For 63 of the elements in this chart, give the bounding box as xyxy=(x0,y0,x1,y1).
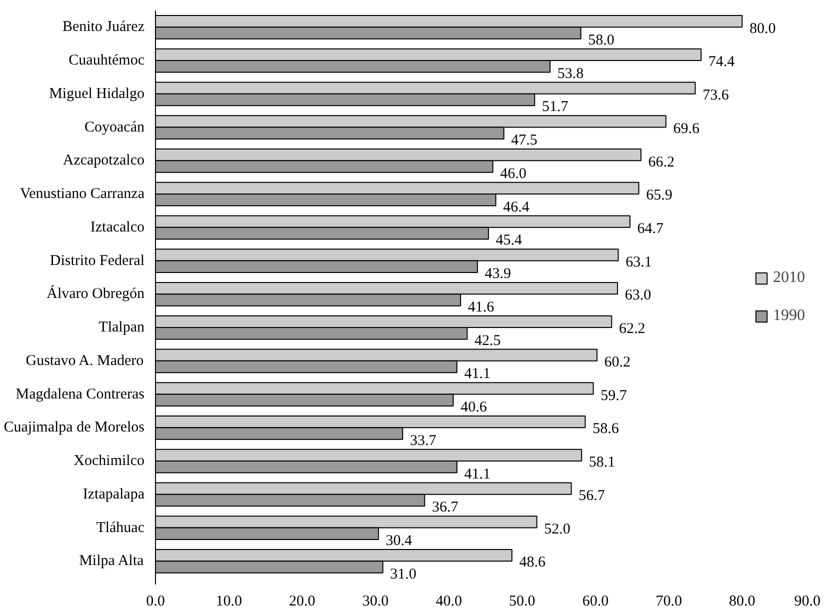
y-tick-label: Venustiano Carranza xyxy=(20,186,145,202)
data-label: 43.9 xyxy=(484,266,512,282)
data-label: 46.4 xyxy=(503,199,530,216)
x-tick-label: 40.0 xyxy=(436,594,462,610)
y-tick-label: Gustavo A. Madero xyxy=(26,352,144,369)
data-label: 63.0 xyxy=(624,288,652,304)
x-tick-label: 80.0 xyxy=(729,594,756,610)
data-label: 47.5 xyxy=(511,132,538,149)
data-label: 41.6 xyxy=(468,299,495,316)
data-label: 58.6 xyxy=(592,421,620,438)
legend-label: 1990 xyxy=(773,307,805,325)
data-label: 59.7 xyxy=(600,388,628,404)
data-label: 30.4 xyxy=(386,533,413,550)
x-tick-label: 0.0 xyxy=(146,594,165,610)
data-label: 64.7 xyxy=(637,221,664,238)
x-tick-label: 60.0 xyxy=(582,594,609,610)
y-tick-label: Cuauhtémoc xyxy=(68,52,145,69)
data-label: 31.0 xyxy=(390,566,416,582)
data-label: 46.0 xyxy=(500,166,526,182)
y-tick-label: Tláhuac xyxy=(96,520,145,536)
data-label: 45.4 xyxy=(496,232,523,249)
data-label: 42.5 xyxy=(474,332,501,349)
legend-label: 2010 xyxy=(773,269,805,287)
data-label: 63.1 xyxy=(626,254,652,270)
y-tick-label: Iztapalapa xyxy=(82,486,145,502)
data-label: 51.7 xyxy=(542,99,569,116)
data-label: 56.7 xyxy=(578,488,606,504)
data-label: 52.0 xyxy=(544,521,570,538)
x-tick-label: 90.0 xyxy=(794,594,820,610)
data-label: 69.6 xyxy=(673,120,700,137)
data-label: 62.2 xyxy=(618,321,646,338)
data-label: 74.4 xyxy=(708,54,736,70)
data-label: 33.7 xyxy=(410,432,437,449)
data-label: 40.6 xyxy=(460,400,488,416)
data-label: 60.2 xyxy=(604,354,631,370)
y-tick-label: Coyoacán xyxy=(84,119,145,136)
data-label: 58.0 xyxy=(588,32,614,48)
y-tick-label: Álvaro Obregón xyxy=(46,285,145,302)
data-label: 36.7 xyxy=(432,500,459,516)
y-tick-label: Miguel Hidalgo xyxy=(49,86,144,102)
data-label: 66.2 xyxy=(648,154,675,170)
y-tick-label: Magdalena Contreras xyxy=(16,386,145,402)
data-label: 48.6 xyxy=(519,554,546,571)
y-tick-label: Azcapotzalco xyxy=(62,152,145,169)
x-tick-label: 10.0 xyxy=(216,594,242,610)
x-tick-label: 50.0 xyxy=(509,594,536,610)
y-tick-label: Distrito Federal xyxy=(50,252,145,269)
y-tick-label: Benito Juárez xyxy=(62,19,145,36)
y-tick-label: Tlalpan xyxy=(98,320,145,336)
x-tick-label: 20.0 xyxy=(289,594,316,610)
x-tick-label: 70.0 xyxy=(656,594,682,610)
y-tick-label: Xochimilco xyxy=(74,453,145,470)
y-tick-label: Iztacalco xyxy=(90,219,145,236)
data-label: 41.1 xyxy=(464,466,490,482)
y-tick-label: Cuajimalpa de Morelos xyxy=(4,420,145,436)
data-label: 53.8 xyxy=(557,66,584,82)
data-label: 41.1 xyxy=(464,366,490,382)
data-label: 58.1 xyxy=(588,454,616,471)
x-tick-label: 30.0 xyxy=(362,594,389,610)
data-label: 80.0 xyxy=(750,20,776,37)
data-label: 73.6 xyxy=(702,88,730,104)
y-tick-label: Milpa Alta xyxy=(79,553,144,570)
data-label: 65.9 xyxy=(646,188,672,204)
